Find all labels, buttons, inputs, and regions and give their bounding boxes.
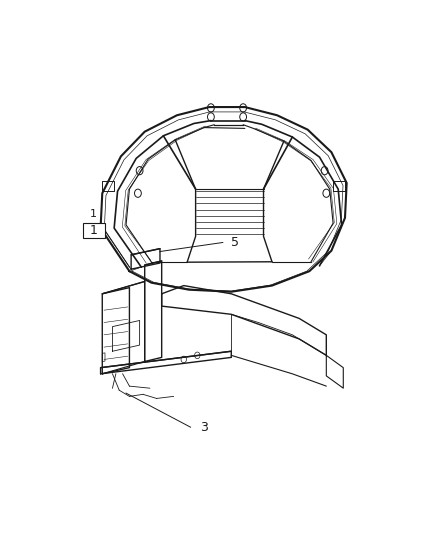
- FancyBboxPatch shape: [83, 223, 105, 238]
- Text: 5: 5: [231, 236, 239, 249]
- Text: 3: 3: [200, 421, 208, 434]
- Text: 1: 1: [90, 224, 98, 237]
- Text: 1: 1: [90, 209, 97, 219]
